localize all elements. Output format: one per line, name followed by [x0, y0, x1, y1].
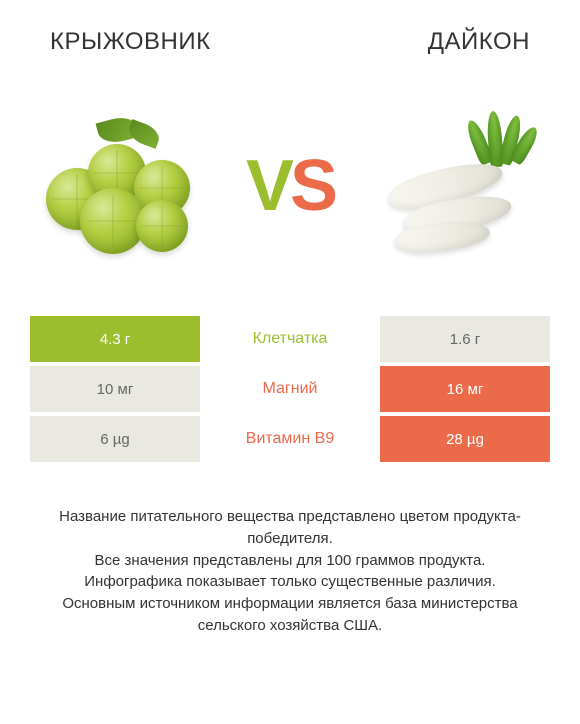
right-value-cell: 16 мг — [380, 366, 550, 412]
footer-line: Все значения представлены для 100 граммо… — [30, 550, 550, 572]
right-product-image — [380, 106, 540, 266]
left-product-image — [40, 106, 200, 266]
footer-line: Основным источником информации является … — [30, 593, 550, 637]
nutrient-name-cell: Витамин B9 — [200, 416, 380, 462]
versus-row: VS — [0, 56, 580, 316]
right-product-title: ДАЙКОН — [428, 28, 530, 56]
right-value-cell: 1.6 г — [380, 316, 550, 362]
footer-line: Название питательного вещества представл… — [30, 506, 550, 550]
right-value-cell: 28 µg — [380, 416, 550, 462]
left-value-cell: 4.3 г — [30, 316, 200, 362]
left-product-title: КРЫЖОВНИК — [50, 28, 211, 56]
footer-notes: Название питательного вещества представл… — [0, 466, 580, 637]
daikon-icon — [380, 111, 540, 261]
comparison-table: 4.3 гКлетчатка1.6 г10 мгМагний16 мг6 µgВ… — [0, 316, 580, 462]
table-row: 4.3 гКлетчатка1.6 г — [30, 316, 550, 362]
nutrient-name-cell: Магний — [200, 366, 380, 412]
footer-line: Инфографика показывает только существенн… — [30, 571, 550, 593]
left-value-cell: 10 мг — [30, 366, 200, 412]
vs-label: VS — [246, 145, 334, 227]
nutrient-name-cell: Клетчатка — [200, 316, 380, 362]
left-value-cell: 6 µg — [30, 416, 200, 462]
gooseberry-icon — [40, 116, 200, 256]
vs-v-letter: V — [246, 145, 290, 227]
table-row: 6 µgВитамин B928 µg — [30, 416, 550, 462]
table-row: 10 мгМагний16 мг — [30, 366, 550, 412]
vs-s-letter: S — [290, 145, 334, 227]
